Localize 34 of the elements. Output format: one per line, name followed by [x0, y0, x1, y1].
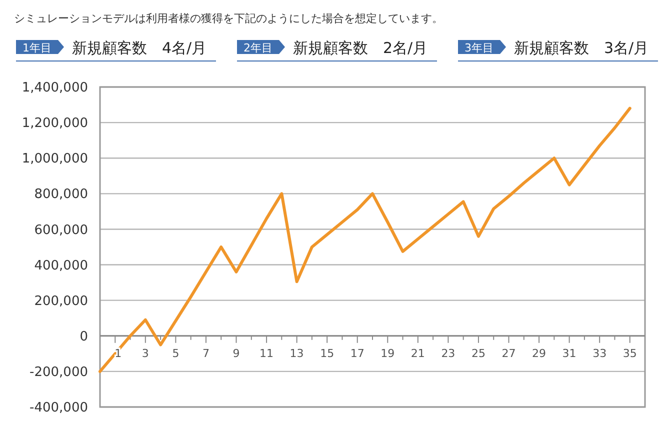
- y-tick-label: 400,000: [34, 258, 88, 274]
- text: 新規顧客数 2名/月: [293, 39, 428, 57]
- x-tick-label: 15: [320, 346, 334, 360]
- y-tick-label: 0: [80, 329, 88, 344]
- chart-title: シミュレーションモデルは利用者様の獲得を下記のようにした場合を想定しています。: [14, 12, 443, 25]
- x-tick-label: 11: [260, 346, 274, 360]
- y-tick-label: -400,000: [30, 400, 88, 416]
- y-tick-label: 1,000,000: [22, 152, 88, 167]
- x-tick-label: 31: [562, 346, 576, 360]
- y-tick-label: 800,000: [34, 187, 88, 202]
- x-tick-label: 23: [441, 346, 456, 360]
- text: 2年目: [244, 42, 272, 54]
- x-tick-label: 5: [172, 346, 180, 360]
- x-tick-label: 17: [350, 346, 364, 360]
- x-tick-label: 29: [532, 346, 546, 360]
- text: 3年目: [464, 42, 494, 54]
- text: 新規顧客数 3名/月: [514, 39, 649, 57]
- y-tick-label: 200,000: [34, 294, 88, 309]
- text: 1年目: [22, 42, 52, 54]
- x-tick-label: 33: [592, 346, 607, 360]
- x-tick-label: 27: [502, 346, 516, 360]
- y-tick-label: 600,000: [34, 222, 88, 238]
- text: 新規顧客数 4名/月: [72, 39, 207, 57]
- y-tick-label: 1,200,000: [22, 116, 88, 132]
- x-tick-label: 25: [471, 346, 486, 360]
- x-tick-label: 3: [142, 346, 149, 360]
- x-tick-label: 7: [202, 346, 210, 360]
- x-tick-label: 35: [622, 346, 637, 360]
- x-tick-label: 19: [380, 346, 395, 360]
- y-tick-label: 1,400,000: [22, 80, 88, 96]
- x-tick-label: 9: [232, 346, 240, 360]
- y-tick-label: -200,000: [30, 364, 88, 380]
- x-tick-label: 21: [410, 346, 425, 360]
- x-tick-label: 13: [290, 346, 304, 360]
